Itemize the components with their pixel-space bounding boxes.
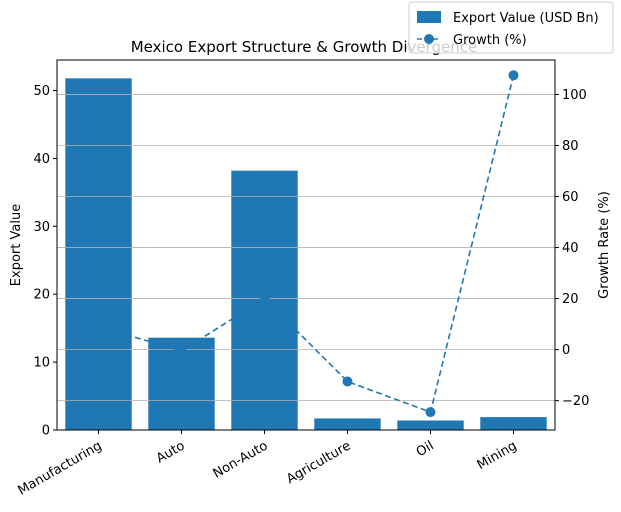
y2-tick-label: 20: [562, 292, 579, 307]
x-tick-label: Mining: [475, 438, 520, 473]
growth-point-auto: [176, 345, 187, 356]
y-tick-label: 20: [33, 288, 50, 303]
chart-title: Mexico Export Structure & Growth Diverge…: [131, 38, 478, 56]
grid-lines: [57, 94, 555, 402]
y-tick-label: 0: [42, 424, 50, 439]
growth-point-manufacturing: [93, 321, 104, 332]
y-tick-label: 30: [33, 220, 50, 235]
y-axis-left: 0 10 20 30 40 50: [33, 84, 57, 439]
bar-manufacturing: [65, 78, 132, 431]
y2-tick-label: 80: [562, 139, 579, 154]
plot-frame: [56, 59, 556, 431]
legend-box: [408, 1, 614, 54]
x-tick-label: Agriculture: [284, 438, 353, 487]
bar-oil: [397, 420, 464, 430]
y2-tick-label: 100: [562, 88, 587, 103]
y2-tick-label: 0: [562, 343, 570, 358]
x-tick-label: Auto: [154, 438, 188, 466]
x-tick-label: Manufacturing: [15, 438, 104, 498]
y2-tick-label: −20: [562, 394, 589, 409]
growth-line: [98, 75, 515, 414]
legend-bar-swatch: [417, 11, 441, 23]
bar-mining: [480, 417, 547, 430]
legend-marker-swatch: [424, 34, 434, 44]
growth-point-non-auto: [259, 293, 270, 304]
y-tick-label: 40: [33, 152, 50, 167]
growth-point-agriculture: [342, 376, 353, 387]
growth-point-mining: [508, 70, 519, 81]
bar-agriculture: [314, 418, 381, 430]
y2-tick-label: 40: [562, 241, 579, 256]
growth-line-series: [93, 70, 519, 418]
y2-tick-label: 60: [562, 190, 579, 205]
y2-axis-label: Growth Rate (%): [597, 191, 612, 299]
x-axis: Manufacturing Auto Non-Auto Agriculture Oil M…: [15, 430, 520, 499]
y-tick-label: 50: [33, 84, 50, 99]
x-tick-label: Non-Auto: [211, 438, 271, 481]
growth-point-oil: [425, 407, 436, 418]
legend-label-export: Export Value (USD Bn): [453, 11, 599, 26]
bar-series: [65, 78, 547, 431]
legend-label-growth: Growth (%): [453, 33, 527, 48]
y-axis-right: −20 0 20 40 60 80 100: [555, 88, 589, 409]
y-tick-label: 10: [33, 356, 50, 371]
y-axis-label: Export Value: [9, 204, 24, 286]
legend: Export Value (USD Bn) Growth (%): [408, 1, 614, 54]
x-tick-label: Oil: [414, 438, 437, 460]
